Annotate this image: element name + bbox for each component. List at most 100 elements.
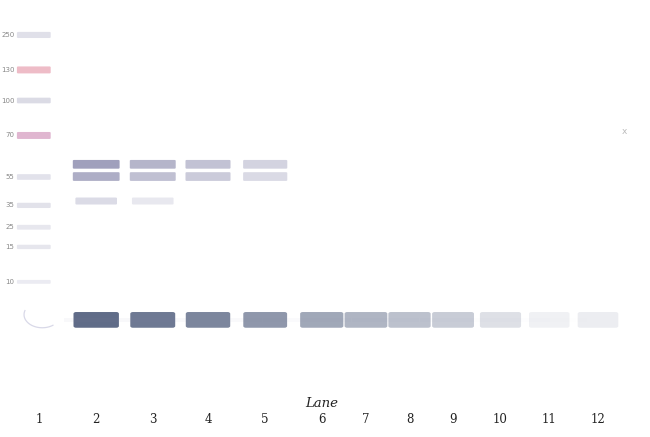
Bar [105, 318, 110, 322]
Bar [242, 318, 247, 322]
Bar [535, 318, 540, 322]
Bar [168, 318, 174, 322]
Bar [482, 318, 488, 322]
Bar [69, 318, 74, 322]
Bar [378, 318, 383, 322]
Bar [331, 318, 336, 322]
Bar [462, 318, 467, 322]
Bar [498, 318, 503, 322]
Bar [148, 318, 153, 322]
Text: 250: 250 [1, 32, 14, 38]
Bar [79, 318, 84, 322]
Bar [529, 318, 534, 322]
Bar [477, 318, 482, 322]
Bar [540, 318, 545, 322]
Bar [398, 318, 404, 322]
FancyBboxPatch shape [17, 280, 51, 284]
Text: Lane: Lane [306, 397, 338, 410]
Bar [561, 318, 566, 322]
Bar [456, 318, 461, 322]
Bar [414, 318, 419, 322]
Text: 6: 6 [318, 413, 326, 426]
FancyBboxPatch shape [130, 160, 176, 169]
Bar [116, 318, 121, 322]
Bar [388, 318, 393, 322]
Bar [278, 318, 283, 322]
Text: 1: 1 [35, 413, 43, 426]
Text: 100: 100 [1, 97, 14, 104]
Bar [472, 318, 477, 322]
Text: 5: 5 [261, 413, 269, 426]
Bar [132, 318, 137, 322]
Bar [252, 318, 257, 322]
Bar [215, 318, 220, 322]
Bar [205, 318, 210, 322]
Bar [309, 318, 315, 322]
Bar [74, 318, 79, 322]
Bar [158, 318, 163, 322]
Bar [111, 318, 116, 322]
Bar [545, 318, 551, 322]
Text: 11: 11 [542, 413, 556, 426]
Bar [304, 318, 309, 322]
FancyBboxPatch shape [186, 312, 230, 328]
Bar [226, 318, 231, 322]
Bar [273, 318, 278, 322]
Bar [122, 318, 127, 322]
FancyBboxPatch shape [17, 225, 51, 230]
Bar [451, 318, 456, 322]
FancyBboxPatch shape [185, 172, 231, 181]
Text: 55: 55 [6, 174, 14, 180]
Bar [299, 318, 304, 322]
Bar [257, 318, 263, 322]
Bar [441, 318, 446, 322]
Bar [263, 318, 268, 322]
FancyBboxPatch shape [17, 245, 51, 249]
FancyBboxPatch shape [73, 172, 120, 181]
Text: 8: 8 [406, 413, 413, 426]
Text: 25: 25 [6, 224, 14, 230]
Text: 15: 15 [5, 244, 14, 250]
Text: 130: 130 [1, 67, 14, 73]
Bar [326, 318, 330, 322]
Bar [436, 318, 441, 322]
Text: 7: 7 [362, 413, 370, 426]
Bar [346, 318, 352, 322]
FancyBboxPatch shape [300, 312, 343, 328]
Bar [577, 318, 582, 322]
Text: 12: 12 [591, 413, 605, 426]
Bar [194, 318, 200, 322]
FancyBboxPatch shape [480, 312, 521, 328]
Bar [362, 318, 367, 322]
FancyBboxPatch shape [17, 174, 51, 180]
Bar [174, 318, 179, 322]
Bar [446, 318, 451, 322]
FancyBboxPatch shape [75, 198, 117, 205]
FancyBboxPatch shape [130, 312, 176, 328]
FancyBboxPatch shape [17, 66, 51, 73]
Bar [100, 318, 105, 322]
Bar [404, 318, 409, 322]
Bar [127, 318, 132, 322]
FancyBboxPatch shape [17, 97, 51, 103]
Bar [467, 318, 472, 322]
Text: 70: 70 [5, 132, 14, 139]
FancyBboxPatch shape [132, 198, 174, 205]
Bar [556, 318, 561, 322]
Bar [582, 318, 587, 322]
Bar [336, 318, 341, 322]
Text: 9: 9 [449, 413, 457, 426]
FancyBboxPatch shape [73, 312, 119, 328]
FancyBboxPatch shape [243, 160, 287, 169]
FancyBboxPatch shape [243, 172, 287, 181]
Bar [247, 318, 252, 322]
Bar [357, 318, 362, 322]
Text: 2: 2 [92, 413, 100, 426]
FancyBboxPatch shape [73, 160, 120, 169]
FancyBboxPatch shape [243, 312, 287, 328]
Bar [268, 318, 273, 322]
Bar [163, 318, 168, 322]
FancyBboxPatch shape [344, 312, 387, 328]
FancyBboxPatch shape [388, 312, 431, 328]
Bar [64, 318, 69, 322]
